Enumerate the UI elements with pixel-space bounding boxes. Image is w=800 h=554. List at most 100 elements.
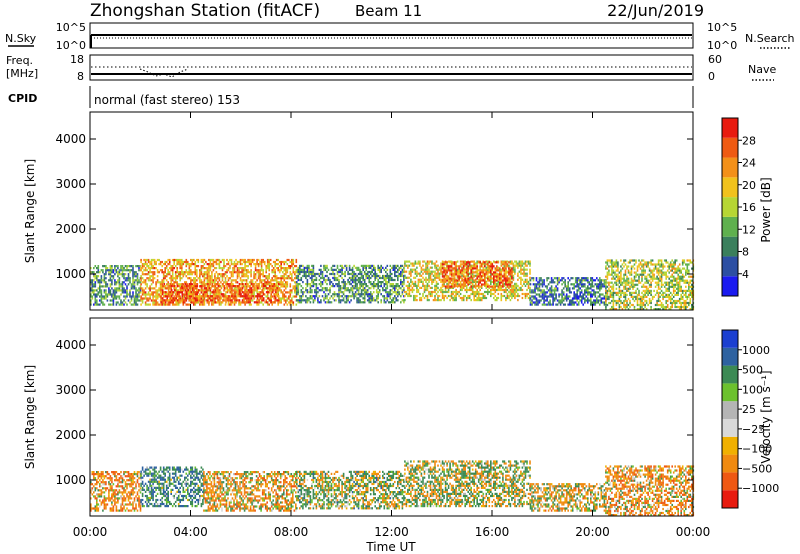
range-gate-cell [354,278,357,282]
range-gate-cell [182,273,185,276]
range-gate-cell [161,265,163,268]
range-gate-cell [342,283,345,286]
range-gate-cell [419,280,421,283]
range-gate-cell [605,299,607,303]
range-gate-cell [369,266,372,269]
range-gate-cell [156,275,159,278]
range-gate-cell [238,301,241,304]
range-gate-cell [262,297,265,300]
range-gate-cell [108,287,110,290]
range-gate-cell [606,289,609,292]
range-gate-cell [338,291,340,294]
range-gate-cell [203,299,206,302]
range-gate-cell [383,278,386,282]
range-gate-cell [187,277,189,280]
range-gate-cell [520,266,522,269]
range-gate-cell [121,289,124,292]
range-gate-cell [615,261,618,264]
range-gate-cell [179,260,181,264]
range-gate-cell [482,273,485,276]
range-gate-cell [191,291,194,294]
range-gate-cell [493,288,495,292]
range-gate-cell [111,287,113,290]
range-gate-cell [520,278,522,281]
range-gate-cell [514,266,516,269]
range-gate-cell [218,291,221,294]
range-gate-cell [245,269,248,272]
range-gate-cell [202,285,205,288]
range-gate-cell [348,266,351,269]
range-gate-cell [277,283,280,286]
range-gate-cell [383,289,386,292]
range-gate-cell [468,282,471,285]
range-gate-cell [96,303,98,306]
range-gate-cell [511,281,513,284]
range-gate-cell [265,275,267,278]
range-gate-cell [178,285,180,288]
range-gate-cell [537,303,539,306]
range-gate-cell [253,283,256,286]
range-gate-cell [318,272,321,276]
range-gate-cell [332,285,334,288]
range-gate-cell [499,277,501,280]
range-gate-cell [193,293,196,296]
range-gate-cell [502,294,504,298]
range-gate-cell [377,297,379,300]
range-gate-cell [306,283,309,286]
range-gate-cell [190,287,192,290]
range-gate-cell [269,281,272,284]
range-gate-cell [535,293,538,296]
range-gate-cell [126,303,128,306]
range-gate-cell [359,281,361,284]
range-gate-cell [435,292,438,296]
range-gate-cell [139,285,142,288]
station-title: Zhongshan Station (fitACF) [90,1,320,21]
range-gate-cell [400,295,402,298]
range-gate-cell [241,295,244,298]
range-gate-cell [327,268,330,271]
range-gate-cell [271,291,274,294]
range-gate-cell [351,276,354,280]
range-gate-cell [297,272,300,276]
range-gate-cell [623,261,625,264]
range-gate-cell [239,267,242,270]
range-gate-cell [203,279,206,282]
range-gate-cell [351,268,354,271]
range-gate-cell [253,271,255,274]
range-gate-cell [543,303,545,306]
range-gate-cell [99,303,101,306]
range-gate-cell [456,285,459,288]
range-gate-cell [105,291,107,294]
range-gate-cell [612,305,615,309]
range-gate-cell [226,295,229,298]
range-gate-cell [377,281,379,284]
range-gate-cell [450,290,453,294]
range-gate-cell [268,265,270,268]
range-gate-cell [344,287,346,290]
range-gate-cell [550,295,553,298]
range-gate-cell [368,301,370,304]
range-gate-cell [258,283,260,286]
cpid-label: CPID [8,92,37,105]
range-gate-cell [208,279,210,282]
range-gate-cell [471,264,474,267]
range-gate-cell [199,299,201,302]
range-gate-cell [280,265,282,268]
range-gate-cell [455,265,457,268]
range-gate-cell [173,297,176,300]
range-gate-cell [321,274,324,278]
range-gate-cell [488,276,491,279]
range-gate-cell [375,299,378,302]
range-gate-cell [323,266,325,269]
range-gate-cell [262,260,264,264]
range-gate-cell [549,303,551,306]
range-gate-cell [350,287,352,290]
range-gate-cell [353,278,355,282]
range-gate-cell [464,263,466,266]
range-gate-cell [257,265,260,268]
range-gate-cell [365,293,367,296]
range-gate-cell [201,287,203,290]
range-gate-cell [618,295,621,298]
range-gate-cell [215,263,218,266]
